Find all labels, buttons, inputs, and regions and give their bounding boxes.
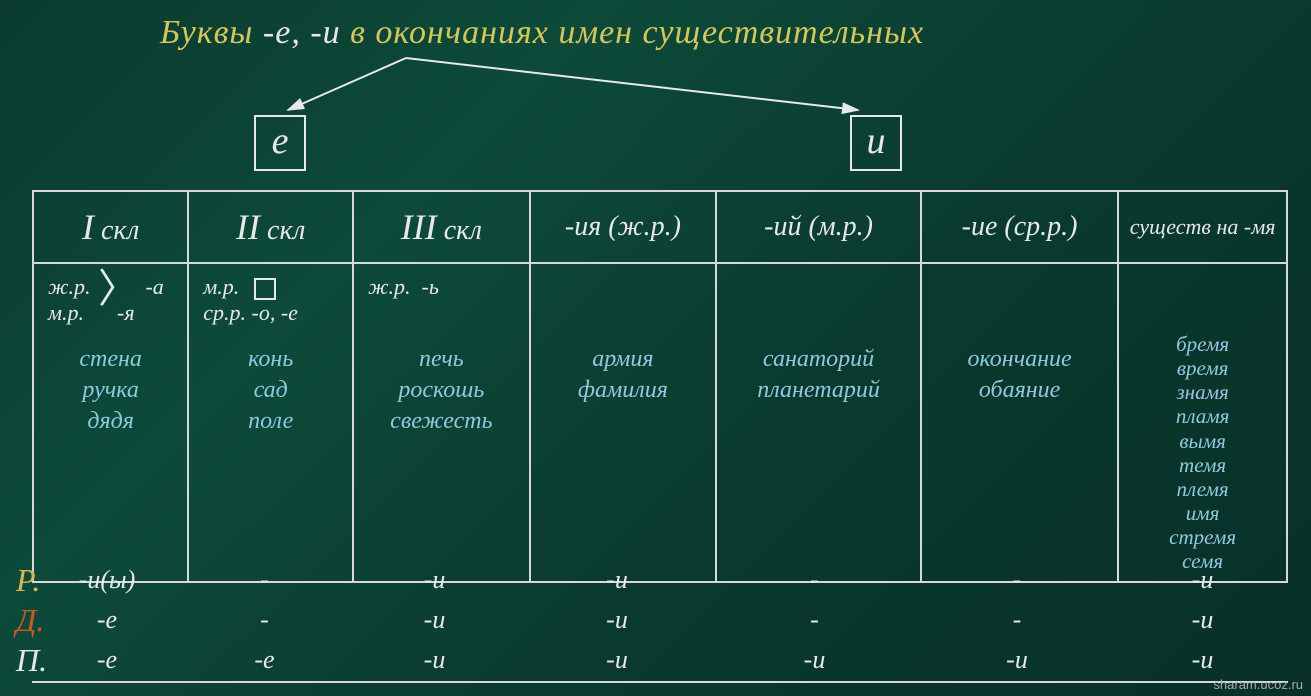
case-endings: Р.-и(ы)--и-и---иД.-е--и-и---иП.-е-е-и-и-… [0,560,1311,680]
case-cell-2-3: -и [522,645,712,675]
box-letter-e: е [254,115,306,171]
case-row-Р.: Р.-и(ы)--и-и---и [0,560,1311,600]
case-cell-2-0: -е [32,645,182,675]
case-cell-1-0: -е [32,605,182,635]
case-cell-2-5: -и [917,645,1117,675]
page-title: Буквы -е, -и в окончаниях имен существит… [160,14,924,52]
column-header-3: -ия (ж.р.) [530,191,717,263]
column-header-6: существ на -мя [1118,191,1287,263]
case-cell-0-5: - [917,565,1117,595]
table-header-row: I склII склIII скл-ия (ж.р.)-ий (м.р.)-и… [33,191,1287,263]
case-cell-1-1: - [182,605,347,635]
gender-info-0: ж.р. 〉 -ам.р. -я [42,274,179,330]
column-header-1: II скл [188,191,353,263]
examples-3: армияфамилия [539,344,708,406]
case-cell-2-6: -и [1117,645,1288,675]
box-letter-i-text: и [867,120,886,162]
examples-4: санаторийпланетарий [725,344,912,406]
box-letter-i: и [850,115,902,171]
case-cell-1-5: - [917,605,1117,635]
case-cell-1-6: -и [1117,605,1288,635]
examples-0: стенаручкадядя [42,344,179,438]
watermark: sharam.ucoz.ru [1213,677,1303,692]
examples-1: коньсадполе [197,344,344,438]
column-body-0: ж.р. 〉 -ам.р. -я стенаручкадядя [33,263,188,582]
case-cell-1-4: - [712,605,917,635]
column-body-2: ж.р. -ь печьроскошьсвежесть [353,263,530,582]
column-header-5: -ие (ср.р.) [921,191,1118,263]
case-cell-2-1: -е [182,645,347,675]
title-seg-1: Буквы [160,14,263,51]
column-body-3: армияфамилия [530,263,717,582]
case-cell-0-6: -и [1117,565,1288,595]
case-cell-0-4: - [712,565,917,595]
gender-info-1: м.р. ср.р. -о, -е [197,274,344,330]
case-row-Д.: Д.-е--и-и---и [0,600,1311,640]
column-body-6: бремявремязнамяпламявымятемяплемяимястре… [1118,263,1287,582]
case-cell-2-4: -и [712,645,917,675]
examples-5: окончаниеобаяние [930,344,1109,406]
column-body-1: м.р. ср.р. -о, -е коньсадполе [188,263,353,582]
column-header-4: -ий (м.р.) [716,191,921,263]
column-header-2: III скл [353,191,530,263]
box-letter-e-text: е [272,120,289,162]
case-cell-2-2: -и [347,645,522,675]
bottom-rule [32,681,1288,683]
case-cell-1-2: -и [347,605,522,635]
column-header-0: I скл [33,191,188,263]
column-body-5: окончаниеобаяние [921,263,1118,582]
table-body-row: ж.р. 〉 -ам.р. -ястенаручкадядям.р. ср.р.… [33,263,1287,582]
column-body-4: санаторийпланетарий [716,263,921,582]
case-cell-0-1: - [182,565,347,595]
examples-6: бремявремязнамяпламявымятемяплемяимястре… [1127,332,1278,573]
case-cell-0-3: -и [522,565,712,595]
case-cell-0-0: -и(ы) [32,565,182,595]
case-cell-0-2: -и [347,565,522,595]
case-row-П.: П.-е-е-и-и-и-и-и [0,640,1311,680]
gender-info-2: ж.р. -ь [362,274,521,330]
case-cell-1-3: -и [522,605,712,635]
examples-2: печьроскошьсвежесть [362,344,521,438]
declension-table: I склII склIII скл-ия (ж.р.)-ий (м.р.)-и… [32,190,1288,583]
title-seg-3: в окончаниях имен существительных [350,14,924,51]
title-seg-2: -е, -и [263,14,350,51]
